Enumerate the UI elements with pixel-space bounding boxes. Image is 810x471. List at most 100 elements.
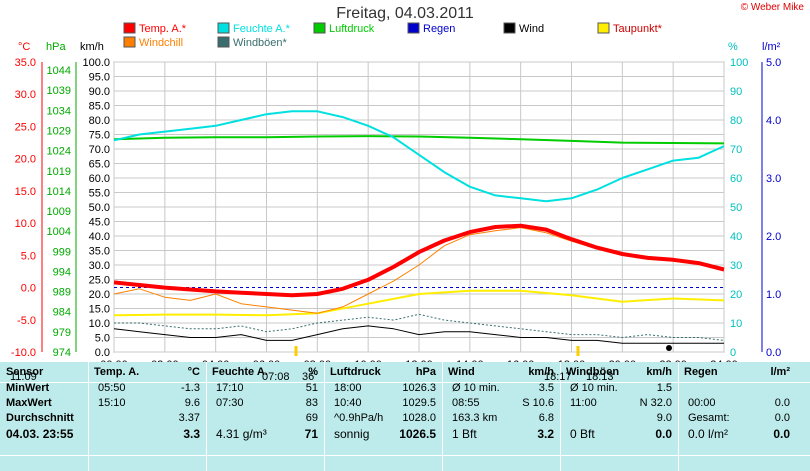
wind-cell-value: 6.8 bbox=[538, 412, 554, 424]
x-tick-label: 00:00 bbox=[100, 359, 128, 362]
legend-label: Wind bbox=[519, 23, 544, 35]
rain-tick-label: 4.0 bbox=[766, 115, 781, 127]
press-tick-label: 1029 bbox=[47, 125, 71, 137]
hum-tick-label: 30 bbox=[730, 260, 742, 272]
temp-cell-value: -1.3 bbox=[181, 382, 200, 394]
legend-swatch bbox=[217, 36, 230, 48]
temp-tick-label: 35.0 bbox=[15, 57, 36, 69]
table-col-divider bbox=[560, 362, 561, 471]
legend-label: Feuchte A.* bbox=[233, 23, 291, 35]
press-cell-value: 1029.5 bbox=[402, 397, 436, 409]
wind-tick-label: 100.0 bbox=[82, 57, 110, 69]
gust-column-unit: km/h bbox=[646, 366, 672, 378]
press-tick-label: 999 bbox=[53, 246, 71, 258]
press-tick-label: 974 bbox=[53, 347, 71, 359]
hum-axis-unit: % bbox=[728, 41, 738, 53]
temp-cell-label: 05:50 bbox=[98, 382, 126, 394]
legend-label: Windböen* bbox=[233, 37, 288, 49]
press-cell-value: 1028.0 bbox=[402, 412, 436, 424]
chart-axes: °C hPa km/h% l/m² 35.0 30.0 25.0 20.0 15.0 10.0 5.… bbox=[11, 41, 781, 362]
wind-column-header: Wind bbox=[448, 366, 475, 378]
series-line-wind bbox=[113, 325, 724, 344]
press-tick-label: 1004 bbox=[47, 226, 71, 238]
x-tick-label: 10:00 bbox=[354, 359, 382, 362]
wind-tick-label: 45.0 bbox=[89, 217, 110, 229]
wind-cell-label: 08:55 bbox=[452, 397, 480, 409]
sensor-row-current: 04.03. 23:55 bbox=[6, 427, 74, 441]
wind-tick-label: 50.0 bbox=[89, 202, 110, 214]
hum-cell-label: 07:30 bbox=[216, 397, 244, 409]
legend-swatch bbox=[123, 22, 136, 34]
rain-cell-label: 00:00 bbox=[688, 397, 716, 409]
temp-tick-label: 25.0 bbox=[15, 121, 36, 133]
legend-label: Luftdruck bbox=[329, 23, 375, 35]
chart-legend: Temp. A.* Feuchte A.* Luftdruck Regen Wind Ta… bbox=[123, 22, 663, 49]
gust-column-header: Windböen bbox=[566, 366, 620, 378]
x-tick-label: 22:00 bbox=[659, 359, 687, 362]
press-tick-label: 984 bbox=[53, 307, 71, 319]
temp-column-header: Temp. A. bbox=[94, 366, 140, 378]
rain-tick-label: 1.0 bbox=[766, 289, 781, 301]
series-line-feuchte-a- bbox=[113, 110, 725, 203]
wind-cell-label: 1 Bft bbox=[452, 427, 477, 441]
press-cell-label: ^0.9hPa/h bbox=[334, 412, 384, 424]
sunrise-label-2: 36 bbox=[302, 371, 315, 383]
hum-cell-value: 83 bbox=[305, 397, 318, 409]
press-cell-label: 10:40 bbox=[334, 397, 362, 409]
x-tick-label: 02:00 bbox=[151, 359, 179, 362]
press-cell-label: 18:00 bbox=[334, 382, 362, 394]
rain-cell-value: 0.0 bbox=[773, 427, 790, 441]
press-column-unit: hPa bbox=[415, 366, 436, 378]
x-tick-label: 18:00 bbox=[558, 359, 586, 362]
temp-axis-unit: °C bbox=[18, 41, 30, 53]
legend-label: Taupunkt* bbox=[613, 23, 663, 35]
sunset-label-2: 18:13 bbox=[586, 371, 614, 383]
press-tick-label: 979 bbox=[53, 327, 71, 339]
x-tick-label: 06:00 bbox=[253, 359, 281, 362]
press-tick-label: 1024 bbox=[47, 146, 71, 158]
gust-cell-label: 0 Bft bbox=[570, 427, 595, 441]
press-cell-label: sonnig bbox=[334, 427, 370, 441]
press-tick-label: 989 bbox=[53, 287, 71, 299]
temp-cell-value: 3.3 bbox=[183, 427, 200, 441]
press-tick-label: 1019 bbox=[47, 166, 71, 178]
press-column-header: Luftdruck bbox=[330, 366, 381, 378]
x-tick-label: 20:00 bbox=[609, 359, 637, 362]
hum-tick-label: 50 bbox=[730, 202, 742, 214]
chart-grid bbox=[113, 61, 725, 353]
wind-cell-value: S 10.6 bbox=[522, 397, 554, 409]
sensor-row-min: MinWert bbox=[6, 382, 50, 394]
legend-label: Temp. A.* bbox=[139, 23, 187, 35]
table-col-divider bbox=[442, 362, 443, 471]
copyright-label: © Weber Mike bbox=[740, 2, 804, 13]
now-time-label: 11:09 bbox=[10, 371, 37, 383]
rain-axis-unit: l/m² bbox=[762, 41, 781, 53]
press-tick-label: 1009 bbox=[47, 206, 71, 218]
press-axis-unit: hPa bbox=[46, 41, 66, 53]
hum-cell-label: 4.31 g/m³ bbox=[216, 427, 267, 441]
rain-column-header: Regen bbox=[684, 366, 718, 378]
legend-swatch bbox=[313, 22, 326, 34]
press-tick-label: 1014 bbox=[47, 186, 71, 198]
wind-tick-label: 80.0 bbox=[89, 115, 110, 127]
wind-column-unit: km/h bbox=[528, 366, 554, 378]
temp-tick-label: 30.0 bbox=[15, 89, 36, 101]
temp-tick-label: -5.0 bbox=[17, 315, 36, 327]
rain-cell-value: 0.0 bbox=[774, 397, 790, 409]
hum-column-unit: % bbox=[308, 366, 318, 378]
wind-tick-label: 15.0 bbox=[89, 304, 110, 316]
wind-tick-label: 85.0 bbox=[89, 101, 110, 113]
weather-chart: °C hPa km/h% l/m² 35.0 30.0 25.0 20.0 15.0 10.0 5.… bbox=[11, 22, 781, 362]
wind-tick-label: 95.0 bbox=[89, 72, 110, 84]
hum-tick-label: 60 bbox=[730, 173, 742, 185]
legend-swatch bbox=[407, 22, 420, 34]
gust-cell-value: 0.0 bbox=[655, 427, 672, 441]
legend-swatch bbox=[123, 36, 136, 48]
hum-cell-value: 71 bbox=[304, 427, 318, 441]
wind-tick-label: 5.0 bbox=[95, 333, 110, 345]
table-col-divider bbox=[206, 362, 207, 471]
table-col-divider bbox=[324, 362, 325, 471]
hum-tick-label: 20 bbox=[730, 289, 742, 301]
press-tick-label: 1044 bbox=[47, 65, 71, 77]
legend-swatch bbox=[597, 22, 610, 34]
